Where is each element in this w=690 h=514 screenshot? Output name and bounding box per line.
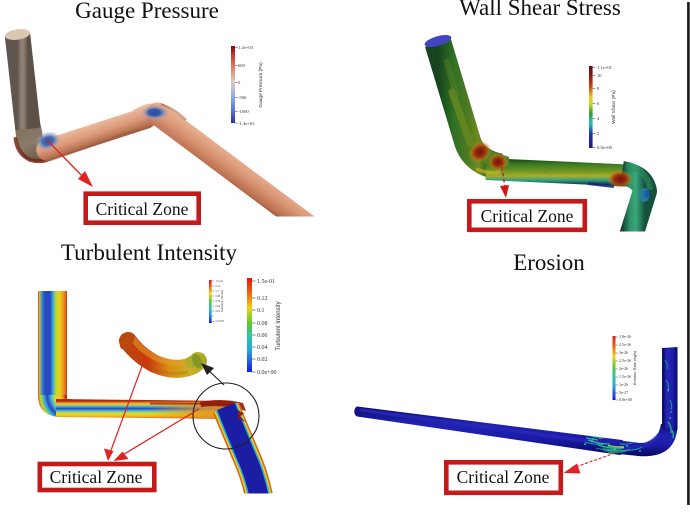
svg-text:3.8e-26: 3.8e-26 [619,334,631,339]
svg-text:1.5e-26: 1.5e-26 [619,374,631,379]
svg-text:Turbulent Intensity: Turbulent Intensity [276,301,282,350]
svg-text:1.5e-01: 1.5e-01 [257,279,275,285]
svg-text:0.08: 0.08 [257,321,268,327]
svg-text:Wall Shear (Pa): Wall Shear (Pa) [611,90,617,124]
svg-text:0.1: 0.1 [257,308,265,314]
svg-text:8: 8 [597,86,600,91]
svg-text:0.0e+00: 0.0e+00 [619,397,632,402]
svg-text:6: 6 [597,101,600,106]
svg-text:0.1: 0.1 [216,290,220,293]
svg-text:Erosion Rate (kg/s): Erosion Rate (kg/s) [632,350,637,385]
svg-text:Turbulent Intensity: Turbulent Intensity [220,289,224,313]
svg-text:-1000: -1000 [238,109,249,114]
svg-text:1.2e+03: 1.2e+03 [238,45,254,50]
svg-text:0.12: 0.12 [216,285,221,288]
svg-text:Gauge Pressure: Gauge Pressure [75,0,219,23]
svg-text:Critical Zone: Critical Zone [457,467,550,487]
svg-text:600: 600 [238,63,246,68]
svg-text:Erosion: Erosion [513,250,585,275]
svg-text:Critical Zone: Critical Zone [481,206,574,226]
svg-text:0.0e+00: 0.0e+00 [257,370,277,376]
svg-text:Critical Zone: Critical Zone [96,199,189,219]
svg-text:0.06: 0.06 [257,333,268,339]
svg-text:4: 4 [597,116,600,121]
svg-text:1.1e+01: 1.1e+01 [597,65,613,70]
svg-text:0.04: 0.04 [257,345,268,351]
svg-text:0.12: 0.12 [257,296,268,302]
svg-text:0.02: 0.02 [257,357,268,363]
svg-text:2e-26: 2e-26 [619,366,628,371]
svg-text:Wall Shear Stress: Wall Shear Stress [459,0,621,20]
svg-text:-1.4e+03: -1.4e+03 [238,121,255,126]
svg-text:Gauge Pressure (Pa): Gauge Pressure (Pa) [258,62,264,108]
svg-text:Critical Zone: Critical Zone [50,467,143,487]
svg-text:5e-27: 5e-27 [619,390,628,395]
svg-text:3e-26: 3e-26 [619,350,628,355]
svg-text:3.5e-26: 3.5e-26 [619,342,631,347]
svg-text:0.08: 0.08 [216,295,221,298]
svg-text:-500: -500 [238,95,247,100]
svg-text:1.5e-01: 1.5e-01 [216,280,225,283]
svg-text:Turbulent Intensity: Turbulent Intensity [61,240,238,265]
svg-text:1e-26: 1e-26 [619,382,628,387]
svg-text:10: 10 [597,73,602,78]
svg-text:2: 2 [597,131,600,136]
svg-text:0.04: 0.04 [216,305,221,308]
svg-text:0.0e+00: 0.0e+00 [597,145,613,150]
svg-text:0.02: 0.02 [216,310,221,313]
svg-text:0.0e+00: 0.0e+00 [216,320,225,323]
svg-text:2.5e-26: 2.5e-26 [619,358,631,363]
svg-text:0.06: 0.06 [216,300,221,303]
svg-text:0: 0 [238,80,241,85]
